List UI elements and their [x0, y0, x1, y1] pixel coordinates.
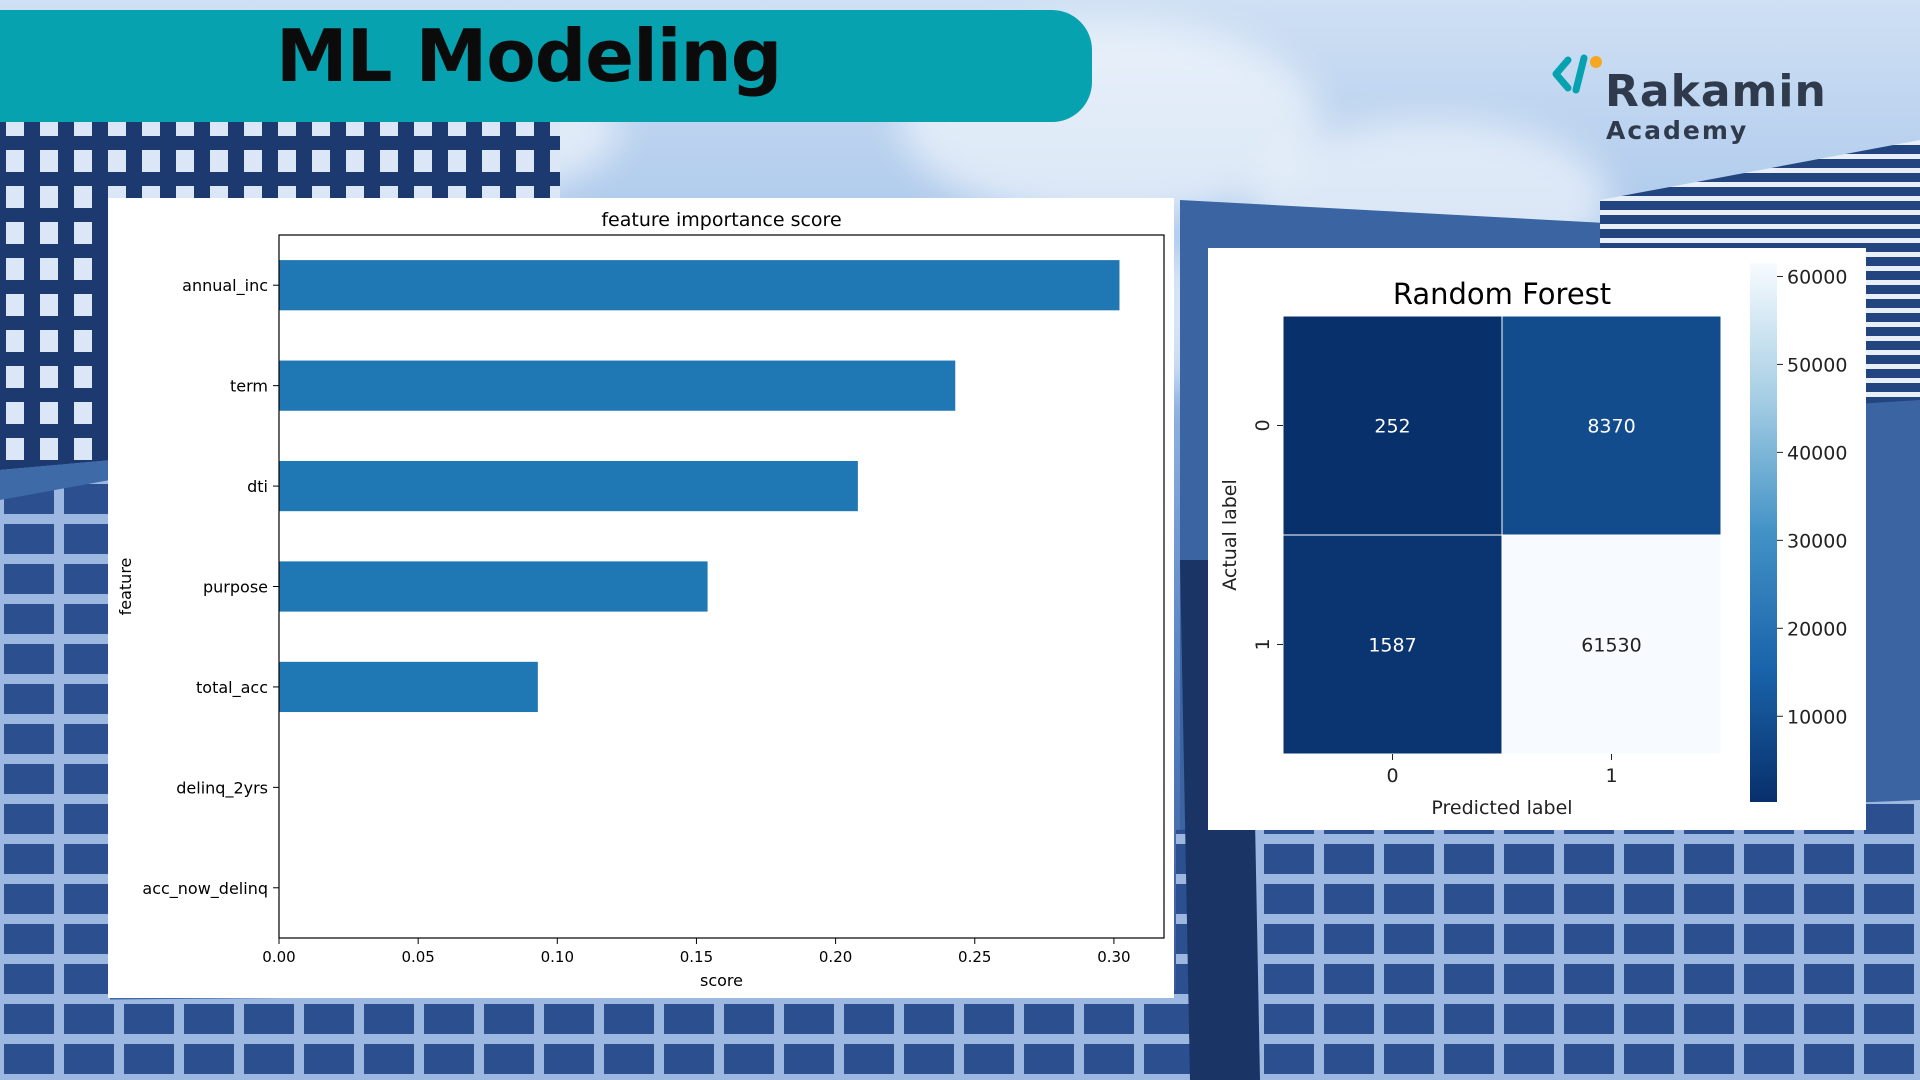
y-tick-label: total_acc [196, 678, 268, 698]
y-tick-label: acc_now_delinq [142, 879, 268, 899]
colorbar [1750, 263, 1777, 802]
y-tick-label: term [230, 377, 268, 396]
y-tick-label: 1 [1252, 638, 1274, 650]
cell-value-label: 8370 [1587, 416, 1635, 438]
chart-title: feature importance score [601, 209, 841, 231]
bar-annual_inc [279, 260, 1120, 311]
title-banner [0, 10, 1092, 122]
y-axis-label: Actual label [1219, 479, 1241, 591]
x-tick-label: 0.25 [958, 948, 991, 966]
colorbar-tick-label: 50000 [1787, 354, 1847, 376]
colorbar-tick-label: 20000 [1787, 618, 1847, 640]
y-axis-label: feature [116, 558, 135, 616]
x-axis-label: Predicted label [1431, 797, 1572, 819]
heatmap-cell [1501, 534, 1722, 755]
y-tick-label: dti [247, 477, 268, 496]
plot-frame [278, 234, 1165, 939]
heatmap-title: Random Forest [1393, 277, 1611, 311]
brand-name: Rakamin [1605, 66, 1827, 117]
brand-subtitle: Academy [1606, 116, 1749, 145]
x-tick-label: 0 [1386, 765, 1398, 787]
colorbar-tick-label: 60000 [1787, 266, 1847, 288]
rakamin-logo: Rakamin Academy [1548, 48, 1878, 158]
x-tick-label: 1 [1605, 765, 1617, 787]
y-tick-label: purpose [203, 578, 268, 597]
x-tick-label: 0.30 [1097, 948, 1130, 966]
heatmap-cell [1282, 534, 1503, 755]
colorbar-tick-label: 10000 [1787, 706, 1847, 728]
y-tick-label: delinq_2yrs [176, 778, 268, 798]
bar-dti [279, 460, 858, 512]
colorbar-tick-label: 40000 [1787, 442, 1847, 464]
cell-value-label: 252 [1374, 416, 1410, 438]
cell-value-label: 1587 [1368, 635, 1416, 657]
x-axis-label: score [700, 971, 743, 990]
slide-title: ML Modeling [276, 14, 782, 98]
heatmap-cell [1501, 315, 1722, 536]
y-tick-label: 0 [1252, 419, 1274, 431]
confusion-matrix-panel: 252 8370 1587 61530 0 1 0 1 10000 20000 30000 400… [1208, 248, 1866, 830]
y-tick-label: annual_inc [182, 276, 268, 296]
x-tick-label: 0.15 [680, 948, 713, 966]
colorbar-tick-label: 30000 [1787, 530, 1847, 552]
cell-value-label: 61530 [1581, 635, 1641, 657]
bar-term [279, 360, 956, 411]
bar-total_acc [279, 661, 538, 713]
confusion-matrix-chart: 252 8370 1587 61530 0 1 0 1 10000 20000 30000 400… [1219, 263, 1847, 819]
x-tick-label: 0.20 [819, 948, 852, 966]
bar-purpose [279, 561, 708, 612]
x-tick-label: 0.05 [401, 948, 434, 966]
rakamin-mark-icon [1552, 54, 1602, 94]
x-tick-label: 0.00 [262, 948, 295, 966]
x-tick-label: 0.10 [541, 948, 574, 966]
